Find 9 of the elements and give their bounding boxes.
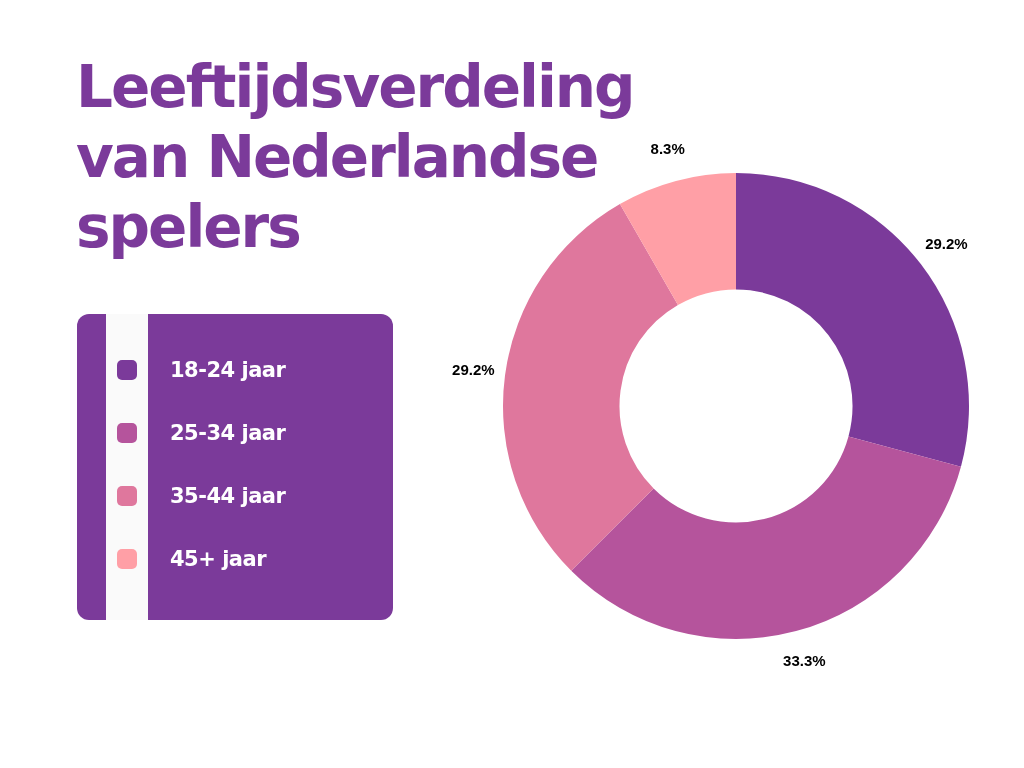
legend-label: 45+ jaar <box>170 547 267 571</box>
legend-label: 25-34 jaar <box>170 421 286 445</box>
data-label: 33.3% <box>783 652 826 670</box>
data-label: 29.2% <box>925 235 968 253</box>
legend-label: 35-44 jaar <box>170 484 286 508</box>
chart-title: Leeftijdsverdeling van Nederlandse spelers <box>76 52 635 262</box>
data-label: 8.3% <box>650 140 685 158</box>
legend-label: 18-24 jaar <box>170 358 286 382</box>
data-label: 29.2% <box>452 361 495 379</box>
